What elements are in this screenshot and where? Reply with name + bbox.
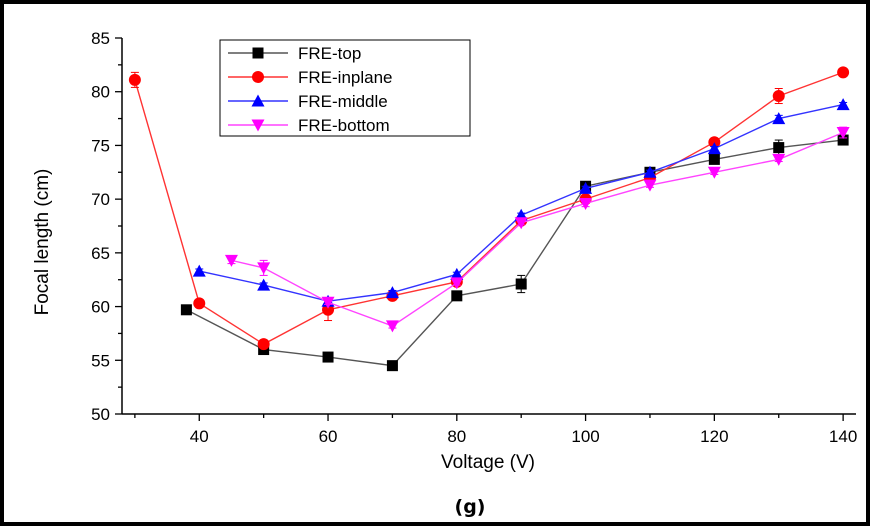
data-point	[708, 153, 720, 165]
data-point	[836, 127, 850, 140]
series-line	[186, 139, 844, 367]
data-point	[515, 278, 527, 290]
x-tick-label: 80	[447, 427, 466, 446]
data-point	[322, 351, 334, 363]
data-point	[252, 71, 264, 83]
panel-label: (g)	[455, 496, 486, 518]
data-point	[257, 338, 270, 351]
data-point	[773, 142, 785, 154]
data-point	[451, 290, 463, 302]
axes: 40 60 80 100 120 140 50 55 60 65 70 75 80 85	[91, 29, 857, 446]
x-tick-label: 120	[700, 427, 728, 446]
y-tick-label: 50	[91, 405, 110, 424]
y-tick-label: 75	[91, 136, 110, 155]
data-point	[837, 66, 850, 79]
data-point	[224, 254, 238, 267]
data-point	[514, 217, 528, 230]
data-point	[257, 278, 271, 291]
data-point	[643, 165, 657, 178]
data-point	[251, 94, 265, 107]
data-point	[386, 360, 398, 372]
y-tick-label: 70	[91, 190, 110, 209]
data-point	[192, 264, 206, 277]
data-point	[643, 179, 657, 192]
data-point	[180, 304, 192, 316]
data-point	[579, 181, 593, 194]
data-point	[772, 90, 785, 103]
data-point	[836, 98, 850, 111]
legend-label: FRE-middle	[298, 92, 388, 111]
x-tick-label: 60	[319, 427, 338, 446]
legend-label: FRE-top	[298, 44, 361, 63]
data-point	[707, 166, 721, 179]
data-point	[252, 47, 264, 59]
data-point	[772, 153, 786, 166]
x-tick-label: 40	[190, 427, 209, 446]
data-point	[193, 297, 206, 310]
data-point	[257, 262, 271, 275]
x-axis-title: Voltage (V)	[441, 452, 535, 473]
data-point	[385, 320, 399, 333]
data-point	[385, 286, 399, 299]
data-point	[837, 134, 849, 146]
data-point	[321, 296, 335, 309]
y-axis-title: Focal length (cm)	[32, 169, 53, 316]
legend: FRE-top FRE-inplane FRE-middle FRE-bottom	[219, 39, 471, 137]
legend-label: FRE-inplane	[298, 68, 393, 87]
x-tick-label: 100	[571, 427, 599, 446]
data-point	[251, 119, 265, 132]
data-point	[128, 73, 141, 86]
series-layer	[128, 66, 850, 372]
y-tick-label: 60	[91, 298, 110, 317]
data-point	[450, 277, 464, 290]
data-point	[579, 197, 593, 210]
legend-label: FRE-bottom	[298, 116, 390, 135]
data-point	[707, 142, 721, 155]
y-tick-label: 55	[91, 351, 110, 370]
data-point	[322, 303, 335, 316]
y-tick-label: 65	[91, 244, 110, 263]
y-tick-label: 80	[91, 83, 110, 102]
x-tick-label: 140	[829, 427, 857, 446]
data-point	[772, 112, 786, 125]
series-line	[134, 71, 844, 345]
series-FRE-bottom	[224, 126, 850, 333]
data-point	[450, 267, 464, 280]
y-tick-label: 85	[91, 29, 110, 48]
